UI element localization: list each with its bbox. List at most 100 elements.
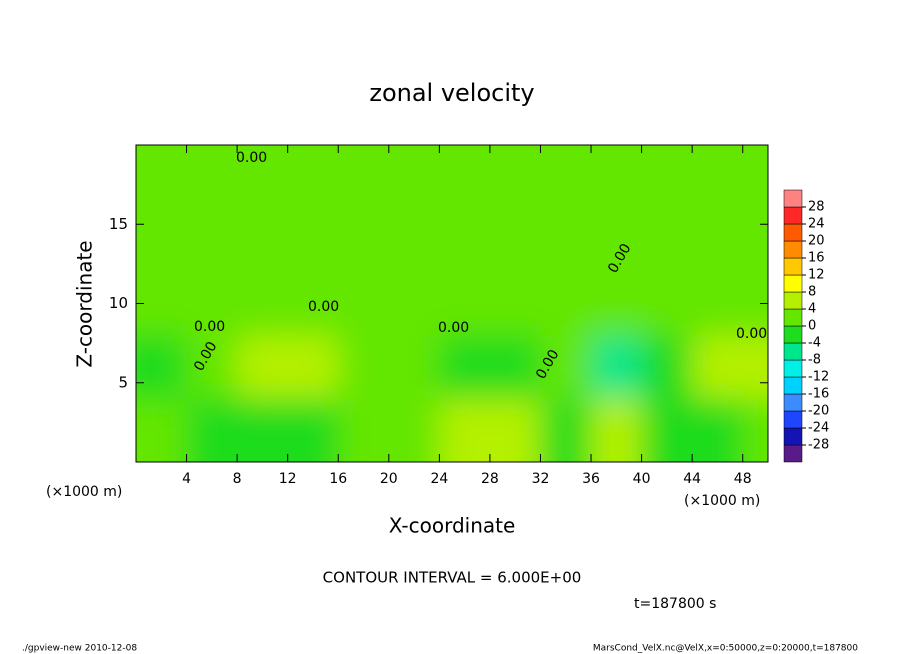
field-cell (489, 208, 541, 272)
field-cell (186, 145, 238, 209)
field-cell (540, 271, 592, 336)
colorbar-label: -4 (808, 336, 821, 351)
field-cell (237, 145, 288, 209)
colorbar-label: 28 (808, 200, 825, 215)
field-cell (338, 208, 389, 272)
field-cell (591, 398, 642, 462)
field-cell (591, 208, 642, 272)
x-tick-label: 48 (734, 471, 752, 487)
colorbar-label: -8 (808, 353, 821, 368)
field-cell (439, 398, 490, 462)
field-cell (287, 398, 339, 462)
field-cell (591, 271, 642, 336)
colorbar-box (783, 291, 803, 310)
field-cell (338, 145, 389, 209)
field-cell (692, 208, 743, 272)
y-tick-label: 10 (109, 294, 128, 312)
field-cell (641, 335, 693, 399)
contour-label: 0.00 (736, 326, 767, 342)
x-unit-label: (×1000 m) (684, 493, 760, 509)
field-cell (237, 398, 288, 462)
field-cell (742, 208, 768, 272)
x-tick-label: 24 (430, 471, 448, 487)
x-tick-label: 28 (481, 471, 499, 487)
colorbar-box (783, 240, 803, 259)
y-tick-label: 15 (109, 215, 128, 233)
colorbar-box (783, 393, 803, 412)
field-cell (591, 145, 642, 209)
field-cell (186, 398, 238, 462)
contour-label: 0.00 (236, 150, 267, 166)
field-cell (338, 271, 389, 336)
field-cell (641, 208, 693, 272)
field-cell (540, 208, 592, 272)
colorbar-box (783, 359, 803, 378)
field-cell (692, 145, 743, 209)
field-cell (641, 271, 693, 336)
x-tick-label: 44 (683, 471, 701, 487)
colorbar-label: 0 (808, 319, 816, 334)
colorbar-label: -12 (808, 370, 829, 385)
colorbar-box (783, 342, 803, 361)
field-cell (388, 398, 440, 462)
field-cell (540, 398, 592, 462)
colorbar-box (783, 410, 803, 429)
field-cell (287, 335, 339, 399)
field-cell (287, 208, 339, 272)
field-cell (136, 208, 187, 272)
contour-label: 0.00 (438, 320, 469, 336)
colorbar-label: -24 (808, 421, 829, 436)
field (136, 145, 768, 462)
field-cell (742, 398, 768, 462)
field-cell (692, 335, 743, 399)
x-tick-label: 36 (582, 471, 600, 487)
colorbar-box (783, 257, 803, 276)
field-cell (338, 335, 389, 399)
colorbar-label: -20 (808, 404, 829, 419)
colorbar-box (783, 308, 803, 327)
chart-title: zonal velocity (369, 79, 534, 107)
y-axis-label: Z-coordinate (73, 240, 97, 367)
field-cell (237, 335, 288, 399)
colorbar-box (783, 444, 803, 463)
field-cell (692, 398, 743, 462)
field-cell (489, 335, 541, 399)
field-cell (136, 271, 187, 336)
field-cell (186, 335, 238, 399)
field-cell (388, 208, 440, 272)
colorbar-label: 12 (808, 268, 825, 283)
field-cell (186, 271, 238, 336)
field-cell (439, 335, 490, 399)
field-cell (237, 208, 288, 272)
field-cell (489, 271, 541, 336)
colorbar-label: 20 (808, 234, 825, 249)
field-cell (388, 145, 440, 209)
x-tick-label: 40 (633, 471, 651, 487)
field-cell (186, 208, 238, 272)
colorbar-box (783, 206, 803, 225)
colorbar-label: 8 (808, 285, 816, 300)
colorbar-box (783, 325, 803, 344)
field-cell (641, 145, 693, 209)
field-cell (287, 145, 339, 209)
footer-left: ./gpview-new 2010-12-08 (22, 644, 137, 654)
contour-label: 0.00 (308, 299, 339, 315)
field-cell (439, 145, 490, 209)
field-cell (641, 398, 693, 462)
x-axis-label: X-coordinate (389, 514, 516, 538)
field-cell (136, 145, 187, 209)
x-tick-label: 20 (380, 471, 398, 487)
colorbar-box (783, 376, 803, 395)
field-cell (540, 335, 592, 399)
overlay: 4 8 12 16 20 24 28 32 36 40 44 48510150.000.000.000… (109, 144, 829, 487)
field-cell (287, 271, 339, 336)
contour-interval: CONTOUR INTERVAL = 6.000E+00 (323, 569, 582, 587)
colorbar-box (783, 274, 803, 293)
x-tick-label: 4 (182, 471, 191, 487)
field-cell (742, 145, 768, 209)
field-cell (136, 335, 187, 399)
field-cells (136, 145, 768, 462)
x-unit-label: (×1000 m) (46, 484, 122, 500)
colorbar-label: -28 (808, 438, 829, 453)
